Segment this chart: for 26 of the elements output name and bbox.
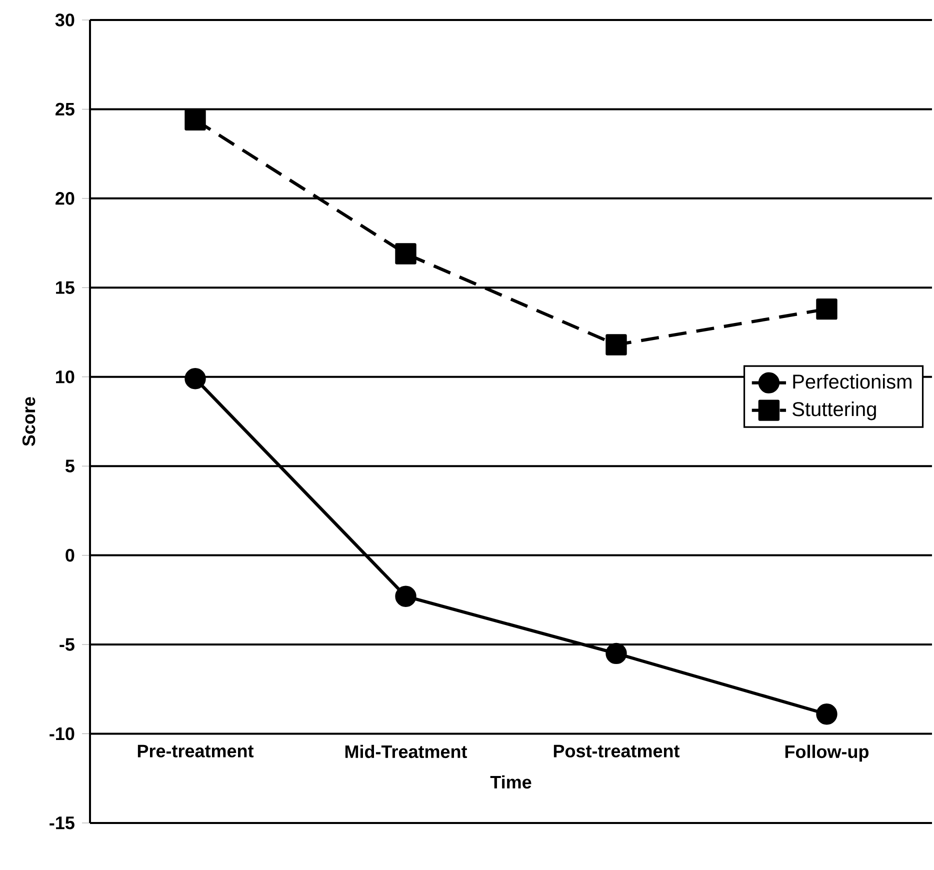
- point: [606, 642, 627, 664]
- y-axis-title: Score: [22, 397, 36, 446]
- y-tick-label: -5: [60, 638, 74, 651]
- y-tick-label: 25: [56, 102, 74, 116]
- legend-label: Stuttering: [792, 402, 876, 420]
- point: [606, 334, 627, 356]
- point: [184, 109, 206, 131]
- y-tick-label: 15: [56, 281, 74, 294]
- x-tick-label: Mid-Treatment: [345, 744, 468, 758]
- y-tick-label: 20: [56, 192, 74, 205]
- point: [395, 586, 416, 607]
- x-axis-title: Time: [490, 775, 532, 789]
- y-tick-label: 10: [56, 370, 74, 384]
- point: [816, 298, 838, 320]
- y-tick-label: 0: [66, 548, 74, 562]
- x-tick-label: Follow-up: [785, 744, 869, 762]
- y-tick-label: 5: [65, 460, 74, 472]
- point: [816, 704, 838, 725]
- point: [184, 368, 206, 390]
- x-tick-label: Pre-treatment: [138, 744, 254, 758]
- x-tick-label: Post-treatment: [554, 744, 680, 758]
- legend-label: Perfectionism: [793, 374, 912, 389]
- point: [395, 243, 416, 264]
- y-tick-label: -10: [50, 727, 74, 740]
- y-tick-label: 30: [55, 14, 74, 26]
- y-tick-label: -15: [50, 816, 74, 830]
